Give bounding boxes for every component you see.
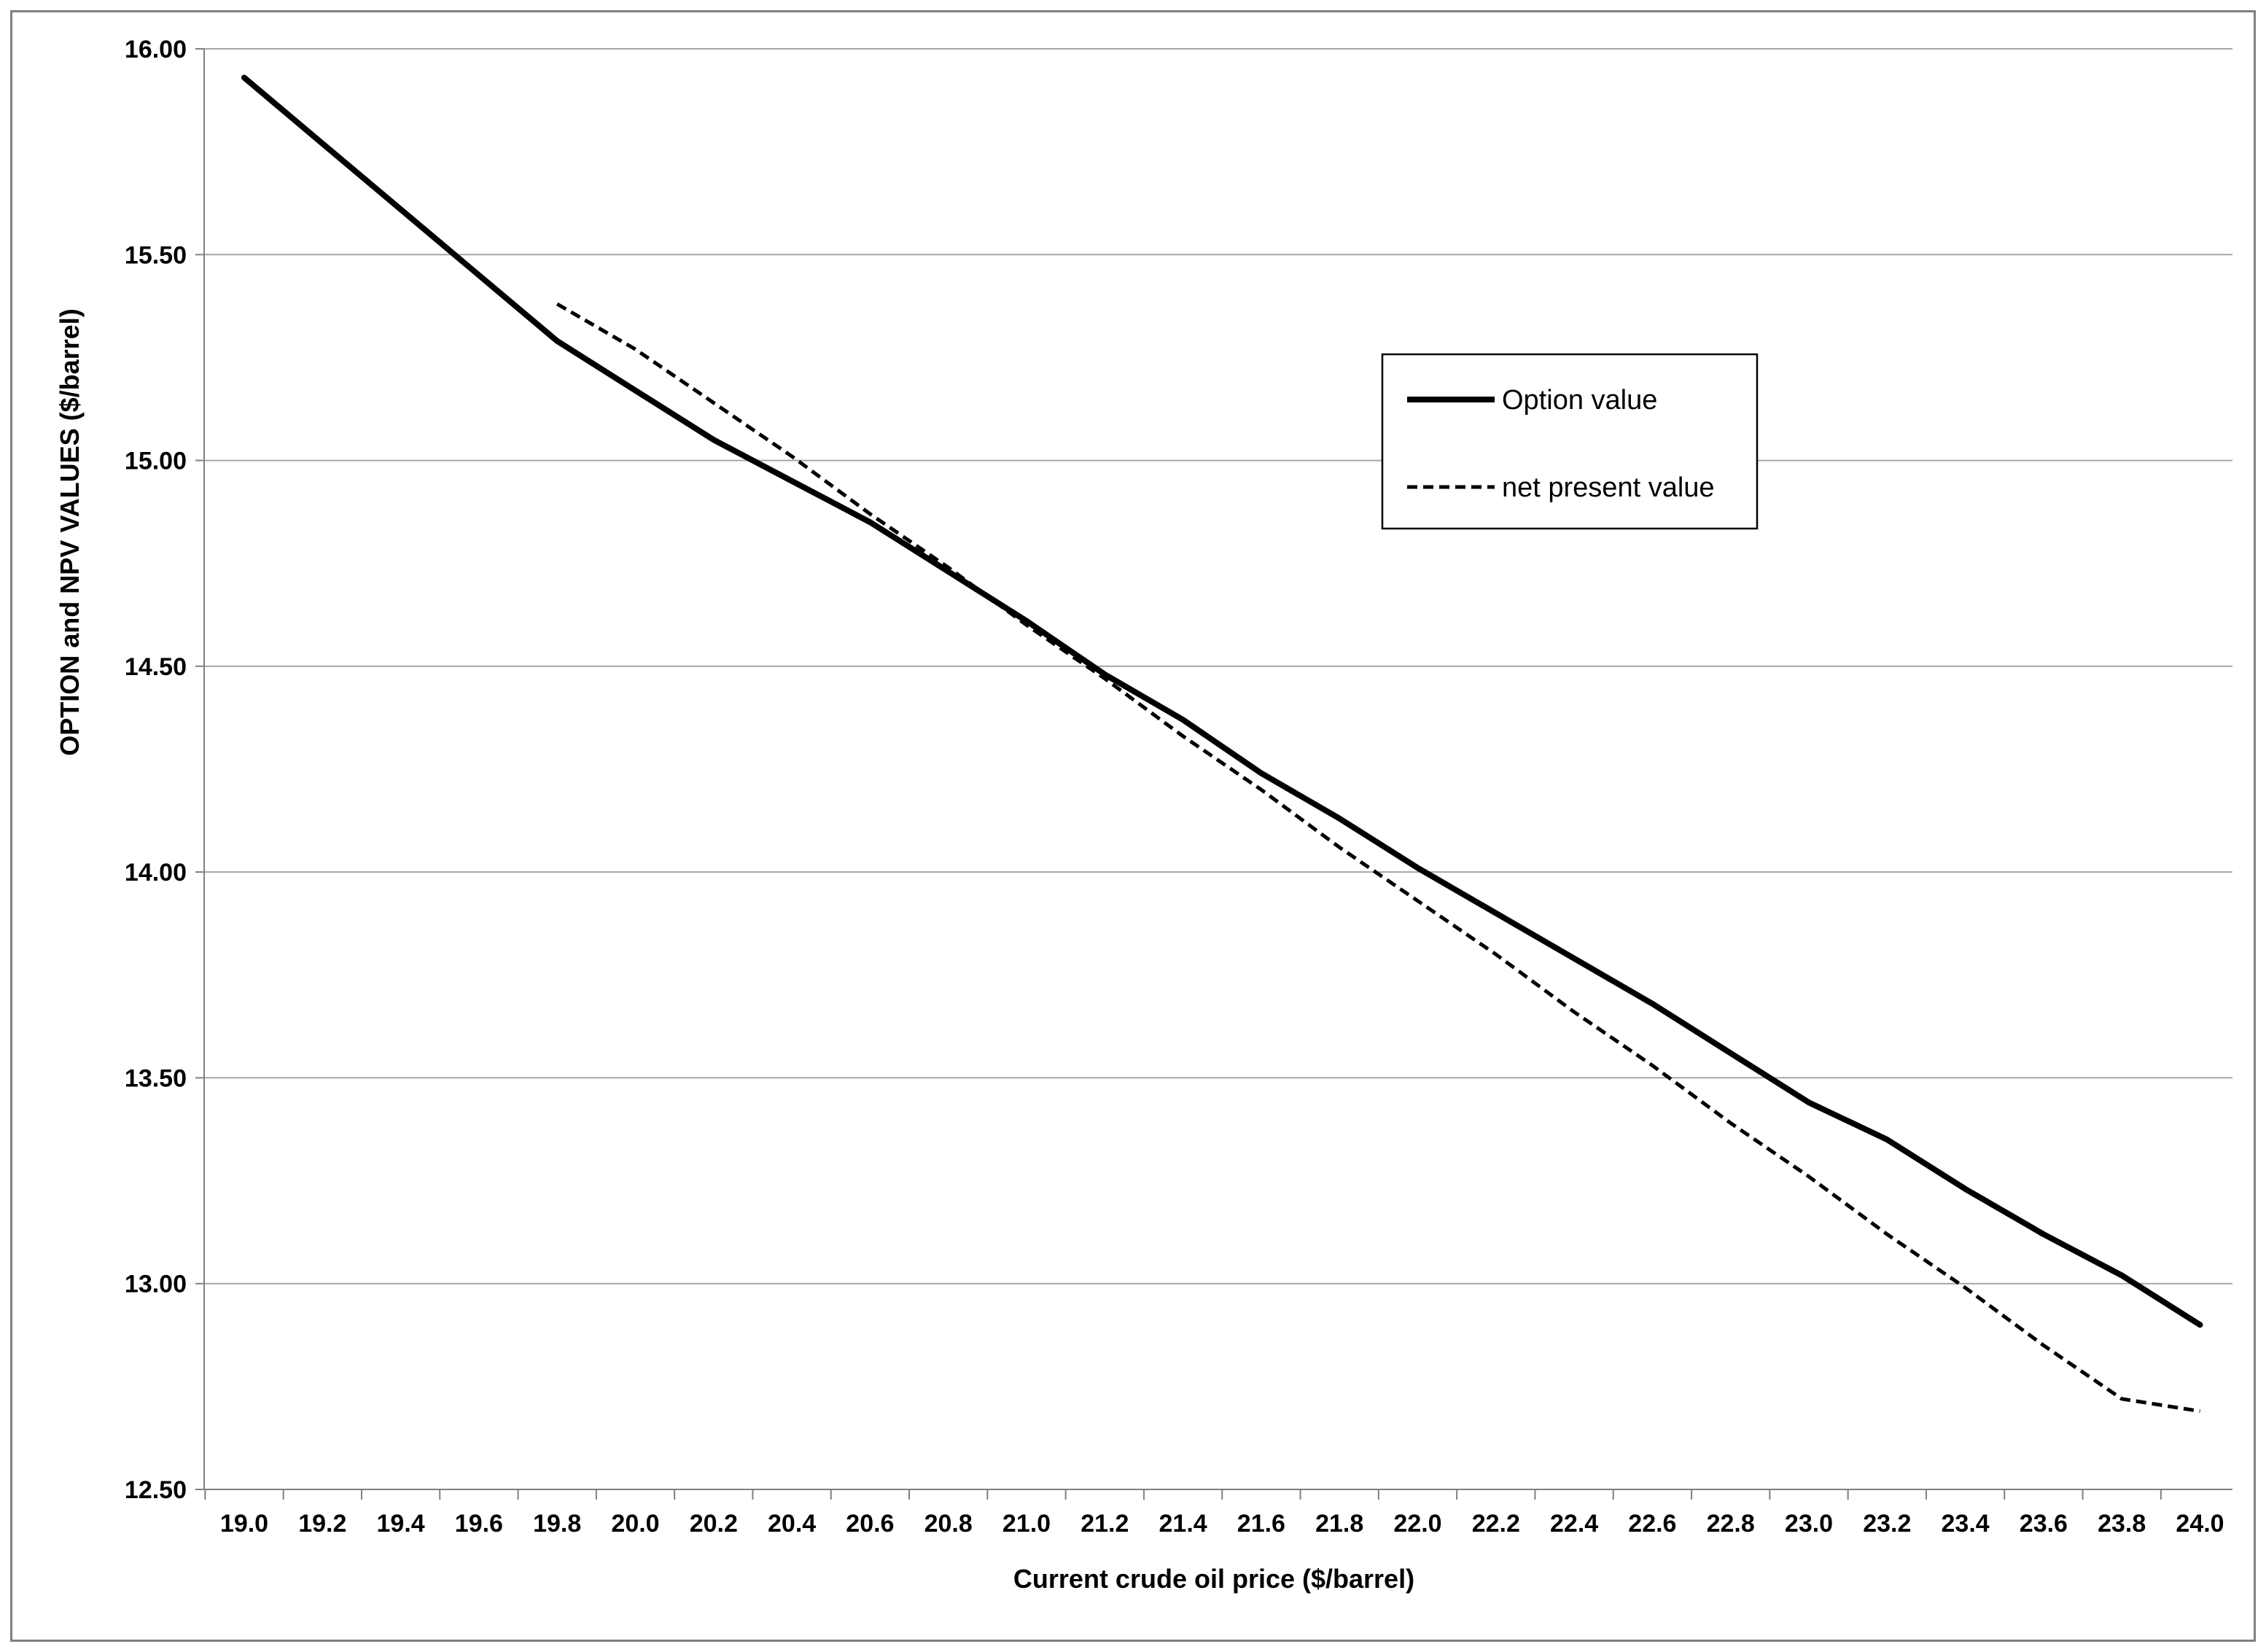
y-tick-label: 14.00 bbox=[125, 859, 187, 887]
y-axis-title: OPTION and NPV VALUES ($/barrel) bbox=[55, 308, 85, 755]
x-tick-label: 23.0 bbox=[1785, 1510, 1833, 1538]
legend: Option value net present value bbox=[1381, 353, 1759, 530]
series-layer bbox=[241, 74, 2203, 1414]
chart-frame bbox=[10, 10, 2256, 1642]
y-tick-label: 13.00 bbox=[125, 1271, 187, 1298]
x-tick-label: 22.6 bbox=[1628, 1510, 1676, 1538]
axes bbox=[195, 48, 2232, 1500]
x-axis-title: Current crude oil price ($/barrel) bbox=[1013, 1564, 1414, 1594]
x-tick-label: 22.8 bbox=[1707, 1510, 1755, 1538]
x-tick-label: 20.2 bbox=[690, 1510, 738, 1538]
series-line-net-present-value bbox=[556, 302, 2200, 1414]
y-tick-label: 14.50 bbox=[125, 653, 187, 681]
x-tick-label: 20.8 bbox=[924, 1510, 973, 1538]
y-tick-labels: 12.50 13.00 13.50 14.00 14.50 15.00 15.50 16.00 bbox=[125, 36, 187, 1504]
x-tick-label: 19.0 bbox=[220, 1510, 268, 1538]
legend-label-option-value: Option value bbox=[1502, 385, 1657, 416]
y-tick-label: 15.00 bbox=[125, 448, 187, 475]
x-tick-label: 20.4 bbox=[768, 1510, 816, 1538]
x-tick-label: 19.4 bbox=[377, 1510, 425, 1538]
gridlines bbox=[204, 48, 2232, 1285]
x-tick-label: 19.6 bbox=[455, 1510, 503, 1538]
x-tick-label: 19.8 bbox=[533, 1510, 581, 1538]
y-tick-label: 12.50 bbox=[125, 1476, 187, 1504]
x-tick-label: 23.4 bbox=[1942, 1510, 1990, 1538]
x-tick-label: 21.8 bbox=[1315, 1510, 1363, 1538]
y-tick-label: 15.50 bbox=[125, 241, 187, 269]
x-tick-label: 23.2 bbox=[1863, 1510, 1911, 1538]
x-tick-label: 23.8 bbox=[2098, 1510, 2146, 1538]
series-line-option-value bbox=[241, 74, 2203, 1328]
x-tick-label: 23.6 bbox=[2020, 1510, 2068, 1538]
x-tick-label: 21.2 bbox=[1081, 1510, 1129, 1538]
x-tick-labels: 19.0 19.2 19.4 19.6 19.8 20.0 20.2 20.4 20.6 20.8… bbox=[220, 1510, 2224, 1538]
x-tick-label: 21.0 bbox=[1002, 1510, 1051, 1538]
x-tick-label: 22.0 bbox=[1393, 1510, 1441, 1538]
y-tick-label: 16.00 bbox=[125, 36, 187, 63]
x-tick-label: 20.6 bbox=[846, 1510, 894, 1538]
legend-label-net-present-value: net present value bbox=[1502, 472, 1715, 503]
x-tick-label: 20.0 bbox=[611, 1510, 659, 1538]
x-tick-label: 21.4 bbox=[1159, 1510, 1207, 1538]
legend-box bbox=[1381, 353, 1759, 530]
x-tick-label: 22.2 bbox=[1472, 1510, 1520, 1538]
x-tick-label: 24.0 bbox=[2176, 1510, 2224, 1538]
x-tick-label: 19.2 bbox=[298, 1510, 346, 1538]
x-tick-label: 22.4 bbox=[1550, 1510, 1598, 1538]
y-tick-label: 13.50 bbox=[125, 1064, 187, 1092]
x-tick-label: 21.6 bbox=[1237, 1510, 1285, 1538]
